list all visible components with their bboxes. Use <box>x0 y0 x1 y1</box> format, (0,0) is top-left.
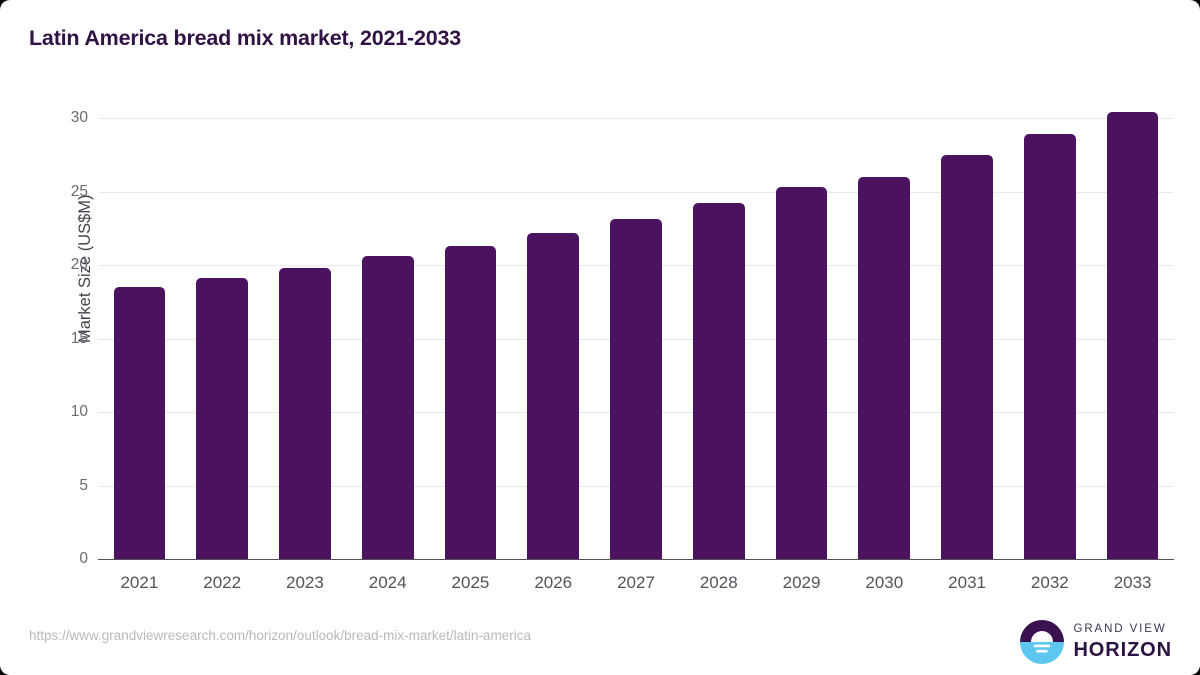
plot-area: Market Size (US$M) 0 5 10 15 20 25 30 2021 2022… <box>71 109 1174 592</box>
x-axis-tick-label: 2021 <box>120 573 159 592</box>
source-url[interactable]: https://www.grandviewresearch.com/horizo… <box>29 628 531 643</box>
bar[interactable] <box>858 176 911 559</box>
y-axis-tick-label: 0 <box>79 550 88 567</box>
gridline <box>98 191 1174 193</box>
bar[interactable] <box>1023 134 1076 559</box>
gridline <box>98 559 1174 561</box>
logo-wordmark: GRAND VIEW HORIZON <box>1073 624 1172 660</box>
bar[interactable] <box>941 154 993 559</box>
bar[interactable] <box>692 203 745 559</box>
bar[interactable] <box>610 219 662 559</box>
bar[interactable] <box>196 278 248 559</box>
y-axis-tick-label: 30 <box>70 109 88 126</box>
x-axis-tick-label: 2029 <box>782 573 821 592</box>
horizon-mark-icon <box>1020 620 1065 664</box>
logo-line-grand-view: GRAND VIEW <box>1073 623 1167 636</box>
x-axis-tick-label: 2022 <box>203 573 242 592</box>
x-axis-tick-label: 2027 <box>617 573 655 592</box>
x-axis-tick-label: 2024 <box>368 573 407 592</box>
bar[interactable] <box>444 245 497 559</box>
bar[interactable] <box>527 232 580 559</box>
x-axis-tick-label: 2028 <box>699 573 738 592</box>
x-axis-tick-label: 2032 <box>1030 573 1069 592</box>
x-axis-tick-label: 2023 <box>286 573 324 592</box>
y-axis-tick-label: 10 <box>70 403 88 420</box>
y-axis-tick-label: 5 <box>79 476 88 494</box>
logo-line-horizon: HORIZON <box>1073 638 1172 661</box>
bar[interactable] <box>1106 112 1159 559</box>
bar-series <box>98 112 1174 559</box>
bar[interactable] <box>279 267 331 559</box>
x-axis-tick-label: 2030 <box>865 573 904 592</box>
page-title: Latin America bread mix market, 2021-203… <box>29 26 461 50</box>
bar[interactable] <box>361 256 414 559</box>
y-axis-tick-label: 20 <box>70 256 88 273</box>
bar[interactable] <box>113 287 166 559</box>
grand-view-horizon-logo: GRAND VIEW HORIZON <box>1020 620 1172 664</box>
y-axis-tick-label: 25 <box>70 182 88 200</box>
x-axis-tick-label: 2033 <box>1113 573 1152 592</box>
gridline <box>98 118 1174 119</box>
x-axis-tick-label: 2026 <box>534 573 573 592</box>
bar[interactable] <box>775 187 828 559</box>
x-axis-tick-label: 2031 <box>948 573 986 592</box>
x-axis-tick-label: 2025 <box>451 573 490 592</box>
y-axis-tick-label: 15 <box>70 329 88 347</box>
